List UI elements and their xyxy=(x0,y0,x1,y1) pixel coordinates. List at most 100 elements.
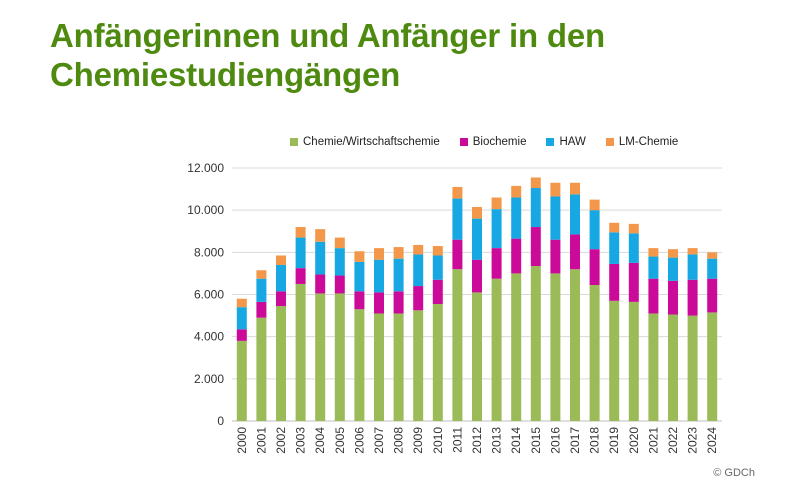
page-title: Anfängerinnen und Anfänger in den Chemie… xyxy=(50,17,605,93)
x-tick-label: 2021 xyxy=(646,427,660,454)
bar-segment-lm xyxy=(393,247,404,259)
bar-segment-biochemie xyxy=(236,329,247,341)
bar-segment-haw xyxy=(687,254,698,280)
bar-segment-biochemie xyxy=(393,291,404,314)
bar-segment-haw xyxy=(530,188,541,228)
bar-segment-haw xyxy=(628,233,639,263)
x-tick-label: 2006 xyxy=(352,427,366,454)
x-tick-label: 2017 xyxy=(568,427,582,454)
x-tick-label: 2016 xyxy=(548,427,562,454)
x-tick-label: 2013 xyxy=(490,427,504,454)
y-tick-label: 12.000 xyxy=(187,161,224,175)
bar-segment-haw xyxy=(276,264,286,292)
bar-segment-biochemie xyxy=(452,239,463,270)
bar-segment-chemie xyxy=(609,300,620,421)
legend-label-haw: HAW xyxy=(559,136,586,148)
chart-legend: Chemie/Wirtschaftschemie Biochemie HAW L… xyxy=(290,135,698,149)
bar-segment-lm xyxy=(374,248,384,260)
x-tick-label: 2004 xyxy=(313,427,327,454)
bar-segment-haw xyxy=(256,278,267,302)
bar-segment-haw xyxy=(570,194,580,235)
bar-segment-haw xyxy=(295,237,306,269)
bar-segment-chemie xyxy=(687,315,698,421)
x-tick-label: 2002 xyxy=(274,427,288,454)
bar-segment-lm xyxy=(432,246,443,256)
x-tick-label: 2011 xyxy=(450,427,464,453)
y-tick-label: 2.000 xyxy=(194,372,224,386)
bar-segment-lm xyxy=(550,182,561,197)
legend-swatch-chemie xyxy=(290,138,298,146)
bar-segment-lm xyxy=(256,270,267,279)
bar-segment-haw xyxy=(589,210,600,250)
bar-segment-chemie xyxy=(256,317,267,421)
legend-item-biochemie: Biochemie xyxy=(459,136,526,148)
y-tick-label: 10.000 xyxy=(187,203,224,217)
x-tick-label: 2014 xyxy=(509,427,523,454)
x-tick-label: 2000 xyxy=(235,427,249,454)
bar-segment-chemie xyxy=(295,283,306,421)
x-tick-label: 2003 xyxy=(294,427,308,454)
bar-segment-haw xyxy=(609,232,620,264)
bar-segment-chemie xyxy=(589,285,600,421)
legend-item-haw: HAW xyxy=(546,136,586,148)
legend-swatch-lm xyxy=(605,138,614,146)
x-tick-label: 2023 xyxy=(686,427,700,454)
bar-segment-chemie xyxy=(491,278,502,421)
bar-segment-haw xyxy=(707,258,718,279)
bar-segment-haw xyxy=(648,256,659,279)
bar-segment-lm xyxy=(315,229,326,242)
bar-segment-lm xyxy=(472,207,482,219)
legend-swatch-biochemie xyxy=(459,138,468,146)
x-tick-label: 2020 xyxy=(627,427,641,454)
bar-segment-chemie xyxy=(413,310,424,421)
bar-segment-biochemie xyxy=(295,268,306,284)
bar-segment-chemie xyxy=(354,309,365,421)
y-tick-label: 0 xyxy=(217,414,224,428)
bar-segment-chemie xyxy=(432,303,443,421)
x-tick-label: 2008 xyxy=(392,427,406,454)
bar-segment-lm xyxy=(236,298,247,308)
bar-segment-lm xyxy=(648,248,659,257)
bar-segment-biochemie xyxy=(570,234,580,270)
bar-segment-biochemie xyxy=(530,227,541,267)
bar-segment-lm xyxy=(589,199,600,211)
bar-segment-biochemie xyxy=(432,279,443,304)
bar-segment-biochemie xyxy=(256,301,267,318)
bar-segment-lm xyxy=(295,227,306,238)
bar-segment-chemie xyxy=(550,273,561,421)
bar-segment-haw xyxy=(550,196,561,240)
bar-segment-biochemie xyxy=(472,259,482,293)
bar-segment-chemie xyxy=(315,293,326,421)
bar-segment-haw xyxy=(668,257,678,281)
legend-label-lm: LM-Chemie xyxy=(618,136,679,148)
bar-segment-chemie xyxy=(452,269,463,421)
bar-segment-haw xyxy=(334,248,345,276)
bar-segment-lm xyxy=(628,223,639,234)
bar-segment-lm xyxy=(687,248,698,255)
x-tick-label: 2001 xyxy=(254,427,268,454)
bar-segment-lm xyxy=(570,182,580,195)
copyright-notice: © GDCh xyxy=(713,467,755,479)
bar-segment-chemie xyxy=(393,313,404,421)
legend-label-chemie: Chemie/Wirtschaftschemie xyxy=(303,136,440,148)
bar-segment-biochemie xyxy=(609,263,620,301)
legend-item-lm: LM-Chemie xyxy=(605,136,679,148)
y-tick-label: 8.000 xyxy=(194,245,224,259)
x-tick-label: 2010 xyxy=(431,427,445,454)
bar-segment-haw xyxy=(374,259,384,293)
bar-segment-chemie xyxy=(374,313,384,421)
bar-segment-haw xyxy=(491,209,502,249)
x-tick-label: 2018 xyxy=(588,427,602,454)
bar-segment-biochemie xyxy=(511,238,522,274)
bar-segment-lm xyxy=(707,252,718,259)
bar-segment-haw xyxy=(472,218,482,260)
bar-segment-biochemie xyxy=(491,248,502,279)
bar-segment-lm xyxy=(276,255,286,265)
y-tick-label: 6.000 xyxy=(194,288,224,302)
x-tick-label: 2015 xyxy=(529,427,543,454)
bar-segment-lm xyxy=(452,186,463,199)
bar-segment-biochemie xyxy=(550,239,561,274)
x-tick-label: 2019 xyxy=(607,427,621,454)
bar-segment-biochemie xyxy=(589,249,600,286)
